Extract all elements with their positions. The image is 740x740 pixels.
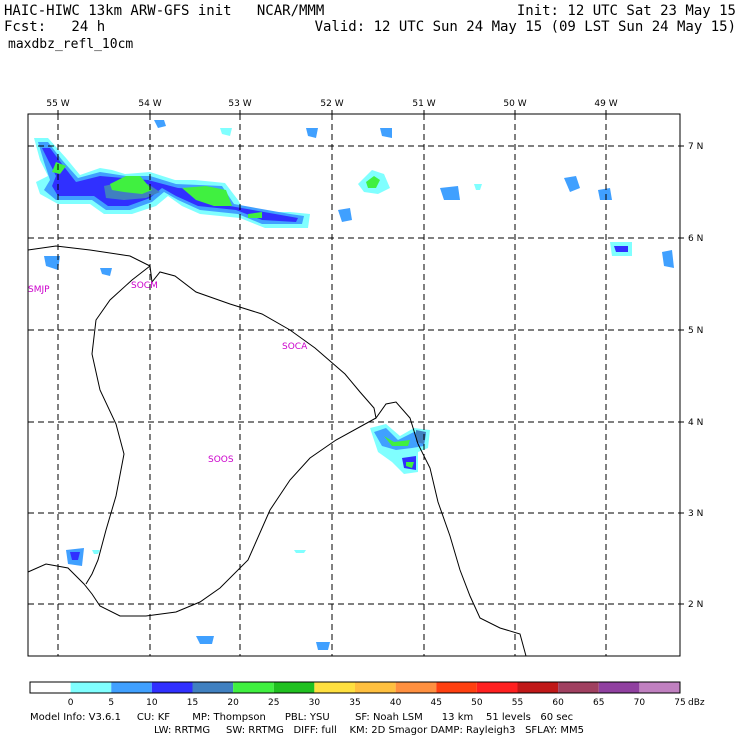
radar-cell [366,176,380,188]
radar-cell [598,188,612,200]
colorbar-label: 25 [268,698,279,708]
radar-cell [384,436,410,446]
colorbar-swatch [192,682,234,693]
colorbar-label: 20 [227,698,239,708]
colorbar-swatch [30,682,71,693]
lat-tick-label: 5 N [688,326,703,336]
colorbar-label: 45 [431,698,442,708]
latitude-axis: 7 N 6 N 5 N 4 N 3 N 2 N [680,142,703,610]
field-name: maxdbz_refl_10cm [8,37,134,52]
radar-cell [662,250,674,268]
colorbar-label: 35 [349,698,360,708]
radar-cell [220,128,232,136]
colorbar-swatch [639,682,680,693]
radar-cell [110,176,152,194]
radar-cell [70,552,80,560]
radar-cell [182,186,232,206]
radar-cell [44,256,60,270]
colorbar-label: 70 [634,698,646,708]
longitude-axis: 55 W 54 W 53 W 52 W 51 W 50 W 49 W [46,99,618,114]
radar-cell [564,176,580,192]
radar-cell [100,268,112,276]
map-frame [27,113,681,657]
radar-cell [196,636,214,644]
colorbar-label: 60 [552,698,564,708]
lat-tick-label: 4 N [688,418,703,428]
colorbar-swatch [233,682,274,693]
colorbar-swatch [70,682,112,693]
lon-tick-label: 51 W [412,99,435,109]
colorbar-swatch [273,682,315,693]
radar-cell [294,550,306,553]
colorbar-label: 65 [593,698,604,708]
colorbar-label: 15 [187,698,198,708]
radar-cell [92,550,100,554]
model-info-line-1: Model Info: V3.6.1 CU: KF MP: Thompson P… [30,712,574,723]
colorbar-swatch [111,682,152,693]
radar-cell [42,148,298,222]
colorbar-label: 30 [309,698,321,708]
radar-cell [474,184,482,190]
radar-cell [380,128,392,138]
map-title: HAIC-HIWC 13km ARW-GFS init NCAR/MMM [4,3,325,19]
radar-cell [306,128,318,138]
radar-cell [374,428,426,450]
colorbar-swatch [558,682,599,693]
colorbar-swatch [355,682,396,693]
colorbar-label: 0 [68,698,74,708]
radar-cell [416,430,426,444]
model-info-line-2: LW: RRTMG SW: RRTMG DIFF: full KM: 2D Sm… [154,725,584,736]
colorbar-label: 75 [674,698,685,708]
lon-tick-label: 50 W [503,99,526,109]
radar-cell [248,212,262,218]
colorbar-label: 5 [108,698,114,708]
colorbar-unit: dBz [688,698,705,708]
valid-time: Valid: 12 UTC Sun 24 May 15 (09 LST Sun … [314,19,736,35]
colorbar-swatch [151,682,193,693]
colorbar-label: 10 [146,698,158,708]
colorbar-swatch [476,682,518,693]
station-labels: SMJP SOCM SOCA SOOS [28,281,308,465]
colorbar-swatch [436,682,477,693]
reflectivity-cells [34,120,674,650]
radar-cell [614,246,628,252]
lat-tick-label: 6 N [688,234,703,244]
station-smjp: SMJP [28,285,50,295]
colorbar-swatch [314,682,355,693]
radar-cell [440,186,460,200]
station-soca: SOCA [282,342,308,352]
forecast-hour: Fcst: 24 h [4,19,106,35]
colorbar: dBz 0 5 10 15 20 25 30 35 40 45 50 55 60 65 70 75 [29,681,705,708]
colorbar-swatch [598,682,640,693]
lat-tick-label: 7 N [688,142,703,152]
colorbar-label: 55 [512,698,523,708]
coastlines [27,245,527,657]
colorbar-swatch [395,682,437,693]
radar-cell [52,162,66,174]
colorbar-swatch [517,682,559,693]
init-time: Init: 12 UTC Sat 23 May 15 [516,3,736,19]
colorbar-frame [29,681,681,694]
radar-cell [338,208,352,222]
colorbar-label: 40 [390,698,402,708]
lat-lon-grid [28,114,680,656]
lon-tick-label: 55 W [46,99,69,109]
radar-cell [154,120,166,128]
border-suriname [85,265,151,585]
radar-cell [316,642,330,650]
colorbar-label: 50 [471,698,483,708]
lat-tick-label: 2 N [688,600,703,610]
lon-tick-label: 54 W [138,99,161,109]
lon-tick-label: 52 W [320,99,343,109]
lat-tick-label: 3 N [688,509,703,519]
coastline-northern-shore [27,245,527,657]
lon-tick-label: 53 W [228,99,251,109]
border-french-guiana [27,417,377,617]
radar-cell [406,462,414,468]
station-soos: SOOS [208,455,234,465]
lon-tick-label: 49 W [594,99,617,109]
station-socm: SOCM [131,281,158,291]
